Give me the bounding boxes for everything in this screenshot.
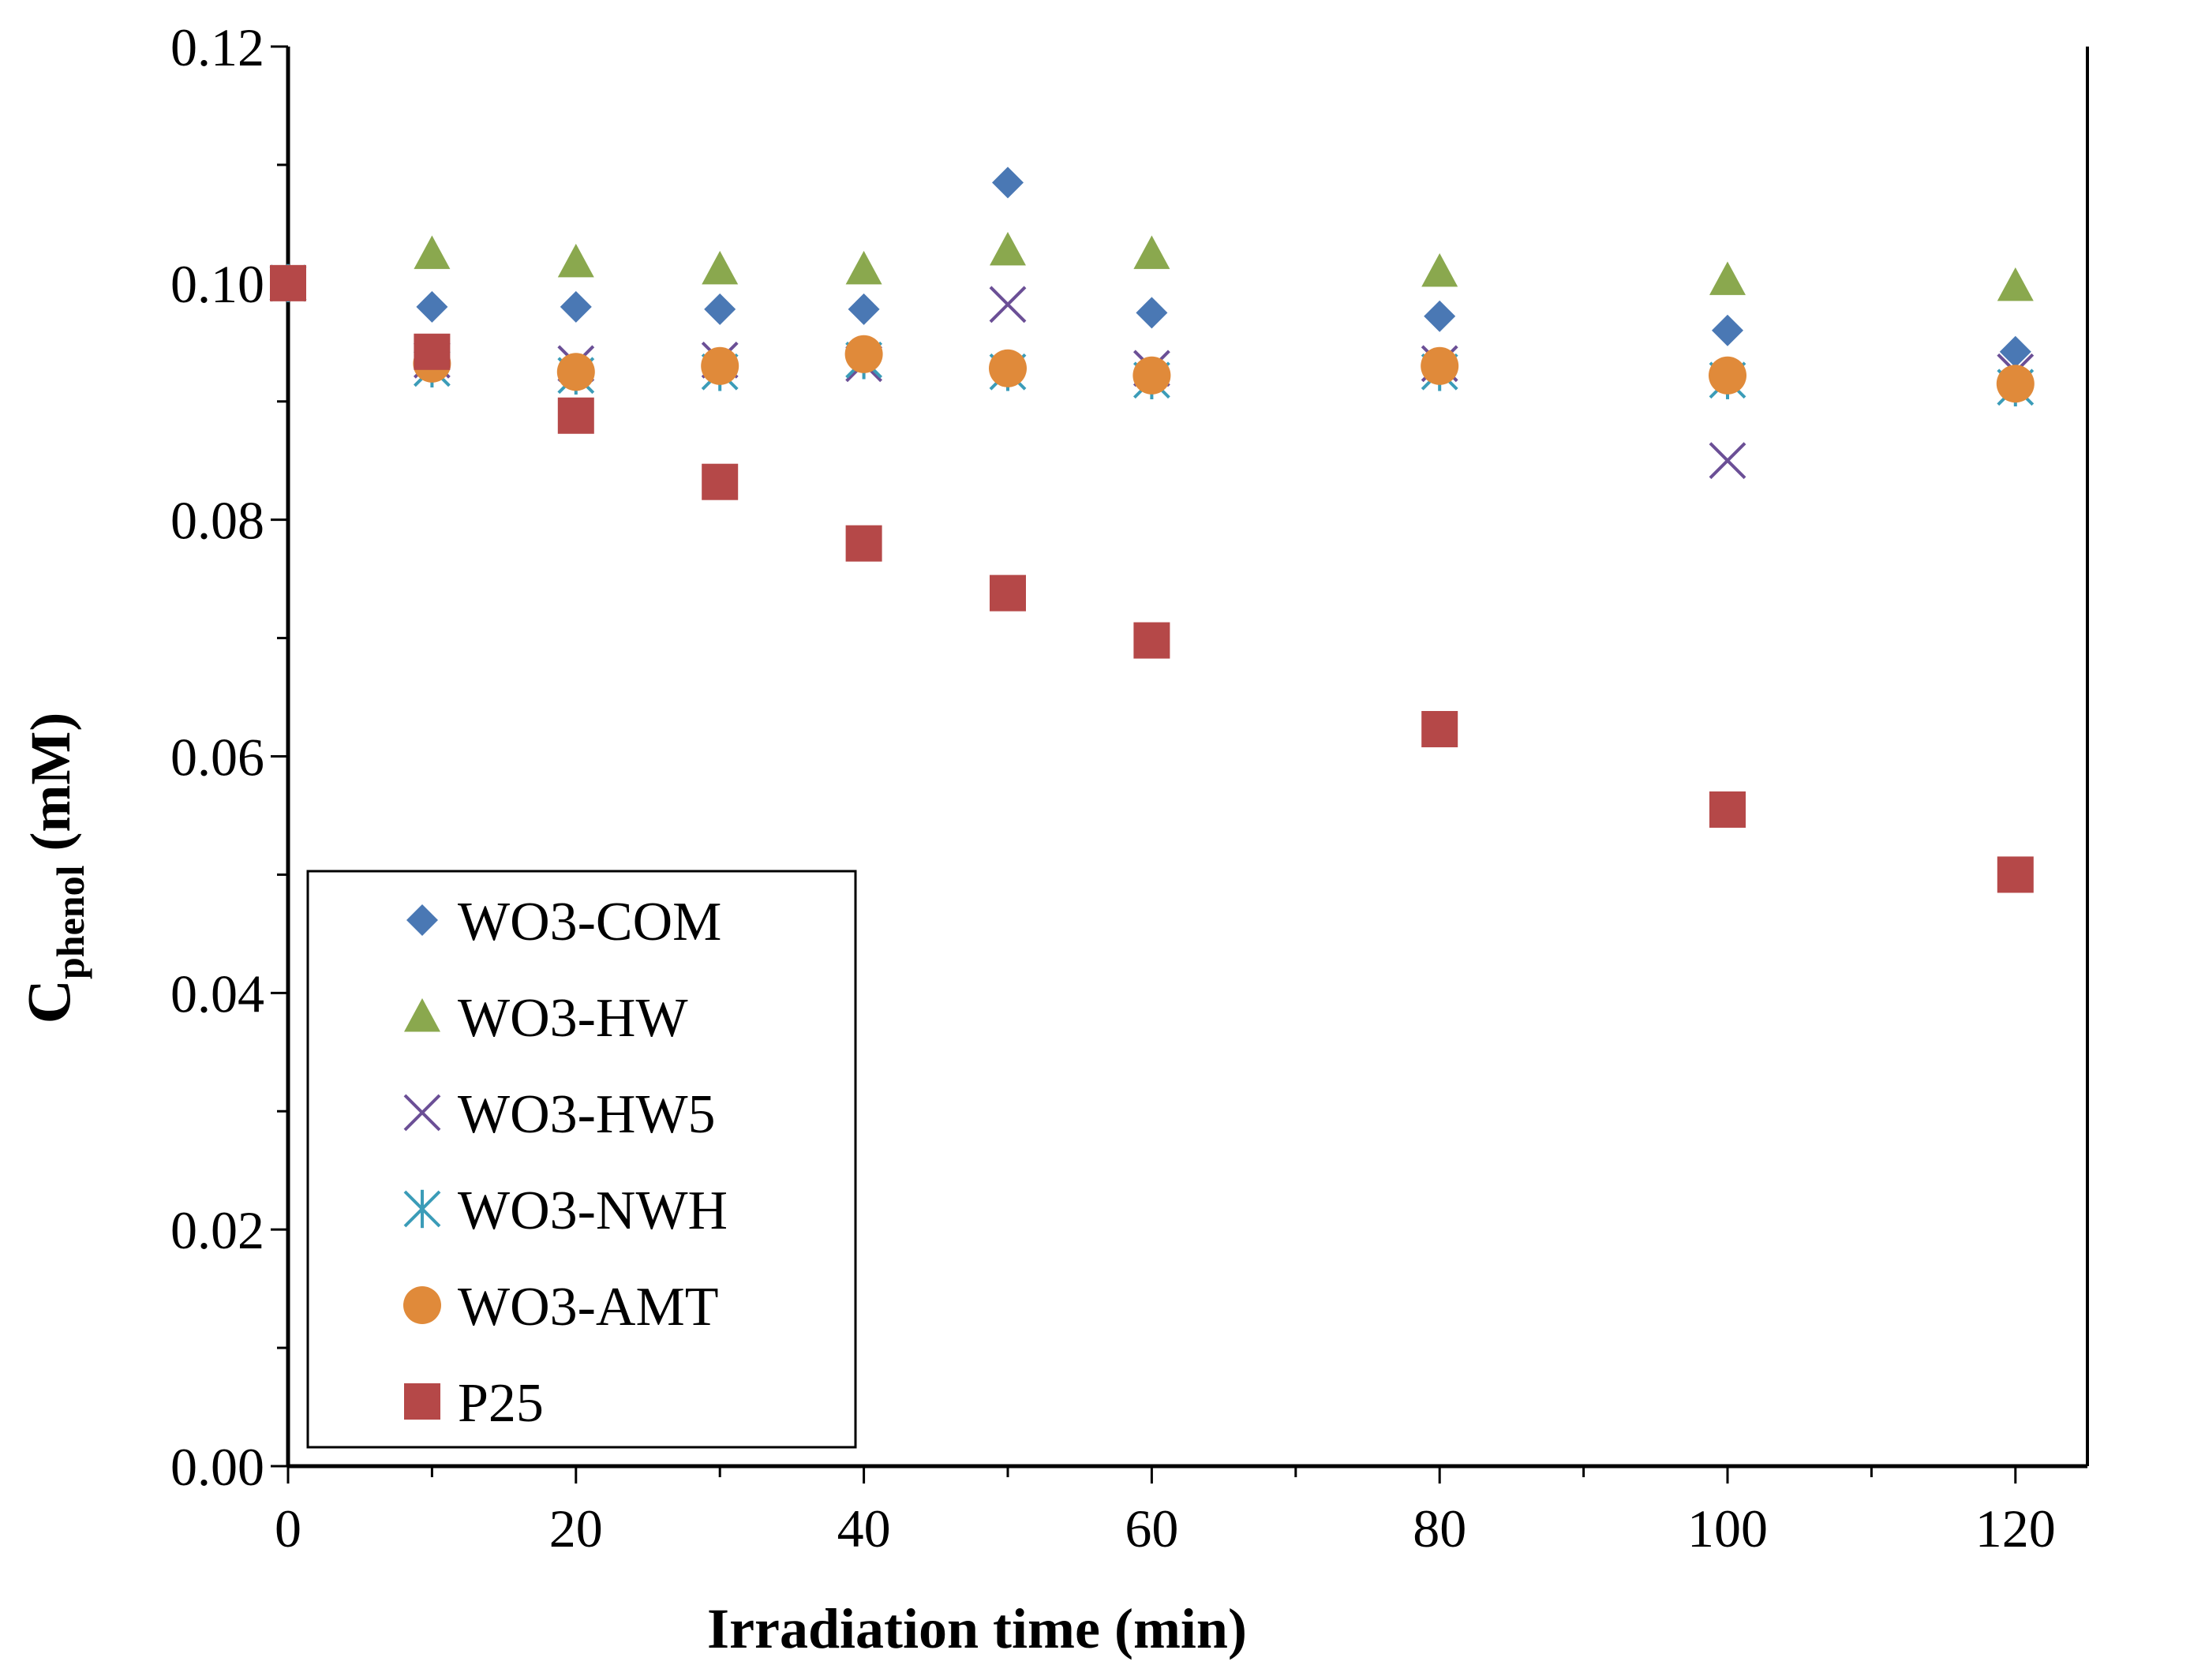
legend-items: WO3-COM WO3-HW WO3-HW5 WO3-NWH WO3-AMT P25 xyxy=(403,892,728,1434)
series-P25 xyxy=(270,264,2034,893)
legend-marker xyxy=(403,1286,441,1324)
data-point xyxy=(1421,346,1459,385)
x-tick-label: 120 xyxy=(1975,1499,2056,1558)
x-tick-label: 20 xyxy=(549,1499,603,1558)
legend-item: WO3-NWH xyxy=(403,1180,728,1241)
legend-label: P25 xyxy=(458,1373,544,1434)
data-point xyxy=(1133,235,1170,269)
data-point xyxy=(1999,335,2031,368)
y-tick-label: 0.10 xyxy=(170,254,264,314)
data-point xyxy=(556,353,595,391)
y-axis-title-subscript: phenol xyxy=(48,865,92,979)
x-tick-label: 100 xyxy=(1687,1499,1768,1558)
y-tick-label: 0.08 xyxy=(170,491,264,551)
data-point xyxy=(702,250,739,285)
x-tick-label: 80 xyxy=(1413,1499,1466,1558)
series-WO3-AMT xyxy=(413,335,2035,403)
legend-item: WO3-HW xyxy=(404,988,688,1049)
legend-label: WO3-NWH xyxy=(458,1180,728,1241)
data-point xyxy=(845,250,882,285)
legend-marker xyxy=(403,1094,441,1132)
data-points xyxy=(269,167,2035,893)
data-point xyxy=(1424,300,1456,332)
data-point xyxy=(1709,356,1746,395)
data-point xyxy=(1709,791,1746,828)
data-point xyxy=(416,290,448,323)
y-axis-title: Cphenol (mM) xyxy=(14,713,92,1024)
data-point xyxy=(560,290,592,323)
data-point xyxy=(702,463,739,500)
data-point xyxy=(270,264,306,301)
y-tick-label: 0.02 xyxy=(170,1200,264,1260)
x-tick-label: 0 xyxy=(275,1499,301,1558)
data-point xyxy=(704,293,736,325)
data-point xyxy=(1136,297,1168,329)
legend-marker xyxy=(403,1189,441,1229)
legend-box xyxy=(306,870,857,1449)
data-point xyxy=(1421,253,1458,287)
y-tick-label: 0.12 xyxy=(170,17,264,77)
data-point xyxy=(557,397,594,434)
data-point xyxy=(414,235,451,269)
x-tick-label: 60 xyxy=(1125,1499,1178,1558)
legend-label: WO3-AMT xyxy=(458,1277,718,1338)
data-point xyxy=(1132,356,1171,395)
data-point xyxy=(1996,365,2035,403)
data-point xyxy=(1421,711,1458,748)
data-point xyxy=(845,525,882,562)
data-point xyxy=(1997,267,2034,301)
y-tick-label: 0.04 xyxy=(170,963,264,1023)
legend-marker xyxy=(404,1383,440,1420)
data-point xyxy=(989,286,1027,324)
legend-marker xyxy=(404,998,440,1032)
legend-label: WO3-COM xyxy=(458,892,721,952)
data-point xyxy=(414,333,451,370)
data-point xyxy=(1712,314,1743,346)
data-point xyxy=(701,346,739,385)
x-axis-title: Irradiation time (min) xyxy=(707,1597,1247,1660)
data-point xyxy=(990,574,1026,612)
legend-item: WO3-COM xyxy=(406,892,721,952)
data-point xyxy=(990,231,1026,266)
data-point xyxy=(1709,261,1746,295)
legend-label: WO3-HW5 xyxy=(458,1084,716,1145)
legend: WO3-COM WO3-HW WO3-HW5 WO3-NWH WO3-AMT P25 xyxy=(306,870,857,1449)
legend-item: P25 xyxy=(404,1373,544,1434)
x-tick-label: 40 xyxy=(837,1499,891,1558)
y-tick-label: 0.06 xyxy=(170,728,264,788)
data-point xyxy=(1997,856,2034,893)
data-point xyxy=(844,335,883,373)
y-tick-label: 0.00 xyxy=(170,1437,264,1497)
legend-item: WO3-AMT xyxy=(403,1277,718,1338)
series-WO3-HW xyxy=(270,231,2034,301)
data-point xyxy=(557,243,594,278)
legend-label: WO3-HW xyxy=(458,988,688,1049)
ticks: 0.00 0.02 0.04 0.06 0.08 0.10 0.12 0 20 40 60 80 100… xyxy=(170,17,2056,1558)
data-point xyxy=(848,293,880,325)
y-axis-title-main: C xyxy=(14,979,83,1023)
data-point xyxy=(1133,622,1170,659)
legend-item: WO3-HW5 xyxy=(403,1084,716,1145)
legend-marker xyxy=(406,904,438,936)
data-point xyxy=(992,167,1024,199)
data-point xyxy=(989,349,1027,387)
data-point xyxy=(1709,442,1746,480)
y-axis-title-suffix: (mM) xyxy=(19,713,82,866)
